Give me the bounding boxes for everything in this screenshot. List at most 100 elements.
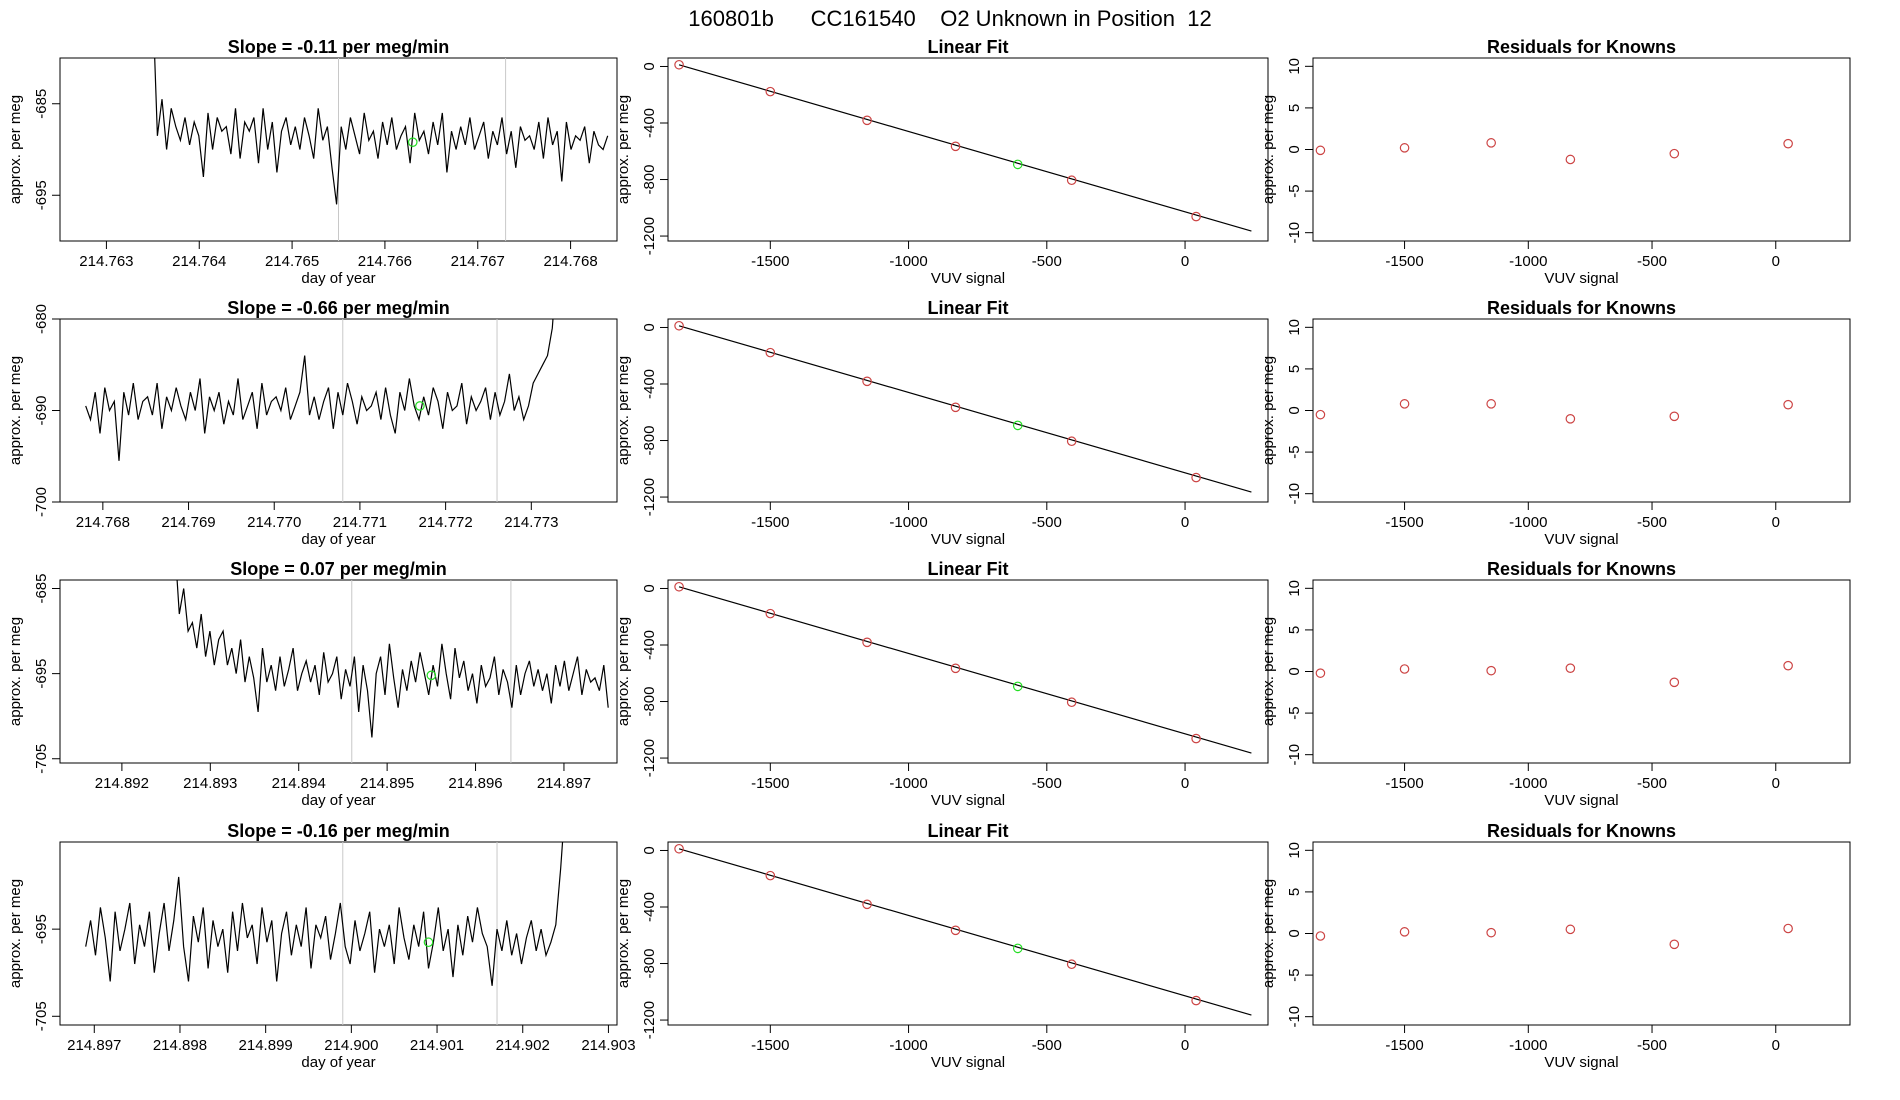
y-tick-label: 5 [1286,888,1303,896]
known-point [674,581,684,592]
chart-title: Linear Fit [927,298,1008,318]
x-axis-label: day of year [301,270,375,287]
y-tick-label: 0 [641,846,658,854]
y-tick-label: -695 [33,180,50,210]
chart-title: Linear Fit [927,559,1008,579]
x-tick-label: -500 [1032,514,1062,531]
known-point [1669,411,1680,422]
known-point [765,608,776,619]
figure-title: 160801b CC161540 O2 Unknown in Position … [688,6,1211,31]
plot-frame [667,579,1269,764]
known-point [950,402,961,413]
y-axis-label: approx. per meg [615,95,632,204]
known-point [765,347,776,358]
x-axis-label: VUV signal [1544,1054,1618,1071]
y-tick-label: -1200 [641,1001,658,1039]
x-tick-label: 0 [1772,1037,1780,1054]
x-tick-label: -1500 [751,1037,789,1054]
y-tick-label: -680 [33,304,50,334]
plot-area [674,843,1252,1016]
x-tick-label: -1000 [1509,1037,1547,1054]
known-point [1486,138,1496,148]
unknown-point [1012,943,1023,954]
y-tick-label: -705 [33,1001,50,1031]
known-point [950,925,961,936]
plot-area [85,319,554,502]
y-tick-label: 0 [1286,406,1303,414]
x-axis-label: day of year [301,1054,375,1071]
x-tick-label: 214.893 [183,775,237,792]
x-tick-label: -500 [1637,1037,1667,1054]
x-tick-label: 0 [1181,253,1189,270]
x-tick-label: 214.770 [247,514,301,531]
panel-grid: Slope = -0.11 per meg/min 214.763 214.764 2… [7,37,1851,1071]
y-tick-label: -705 [33,744,50,774]
y-tick-label: 10 [1286,842,1303,859]
chart-panel-r4c2: Linear Fit -1500 -1000 -500 0 VUV signal 0 -400… [615,821,1269,1071]
known-point [1315,931,1326,941]
y-axis-label: approx. per meg [615,879,632,988]
x-tick-label: 214.896 [448,775,502,792]
known-point [1783,923,1793,934]
plot-frame [1312,57,1851,242]
unknown-point [1012,681,1023,692]
plot-area [85,842,564,1025]
chart-panel-r1c1: Slope = -0.11 per meg/min 214.763 214.764 2… [7,37,618,287]
known-point [765,870,776,881]
unknown-point [426,670,437,681]
y-tick-label: -1200 [641,217,658,255]
known-point [1783,399,1793,410]
plot-frame [59,318,618,503]
chart-title: Residuals for Knowns [1487,559,1676,579]
y-tick-label: 0 [641,323,658,331]
x-axis-label: VUV signal [931,1054,1005,1071]
y-tick-label: -5 [1286,184,1303,197]
chart-title: Slope = -0.11 per meg/min [228,37,450,57]
x-tick-label: 214.773 [504,514,558,531]
y-tick-label: 0 [641,584,658,592]
fit-line [678,848,1252,1016]
known-point [1399,143,1410,153]
x-tick-label: -1500 [1385,1037,1423,1054]
y-tick-label: -400 [641,892,658,922]
plot-frame [59,841,618,1026]
x-tick-label: -500 [1032,253,1062,270]
x-tick-label: -1000 [889,253,927,270]
y-tick-label: 10 [1286,58,1303,75]
y-tick-label: -400 [641,108,658,138]
y-tick-label: -1200 [641,739,658,777]
x-tick-label: 214.772 [418,514,472,531]
plot-frame [667,318,1269,503]
x-tick-label: 214.898 [153,1037,207,1054]
x-tick-label: 214.766 [358,253,412,270]
x-tick-label: -500 [1032,1037,1062,1054]
chart-panel-r3c2: Linear Fit -1500 -1000 -500 0 VUV signal 0 -400… [615,559,1269,809]
y-tick-label: -695 [33,914,50,944]
x-tick-label: 0 [1772,253,1780,270]
known-point [1486,399,1496,409]
y-tick-label: 0 [1286,145,1303,153]
x-tick-label: -1500 [1385,253,1423,270]
x-tick-label: -1500 [1385,775,1423,792]
plot-area [1315,138,1793,165]
known-point [1399,664,1410,674]
chart-panel-r3c3: Residuals for Knowns -1500 -1000 -500 0 VUV s… [1260,559,1851,809]
y-tick-label: 5 [1286,365,1303,373]
y-tick-label: -800 [641,165,658,195]
x-tick-label: -1000 [889,1037,927,1054]
x-tick-label: 214.768 [543,253,597,270]
y-tick-label: -10 [1286,744,1303,766]
x-tick-label: 214.771 [333,514,387,531]
x-axis-label: day of year [301,531,375,548]
plot-frame [1312,579,1851,764]
x-tick-label: 214.895 [360,775,414,792]
known-point [1669,148,1680,159]
known-point [862,637,872,648]
y-axis-label: approx. per meg [615,356,632,465]
known-point [1066,436,1077,447]
x-tick-label: 214.767 [451,253,505,270]
known-point [1191,733,1201,744]
series-line [176,580,609,738]
x-tick-label: -500 [1637,775,1667,792]
known-point [1669,677,1680,688]
